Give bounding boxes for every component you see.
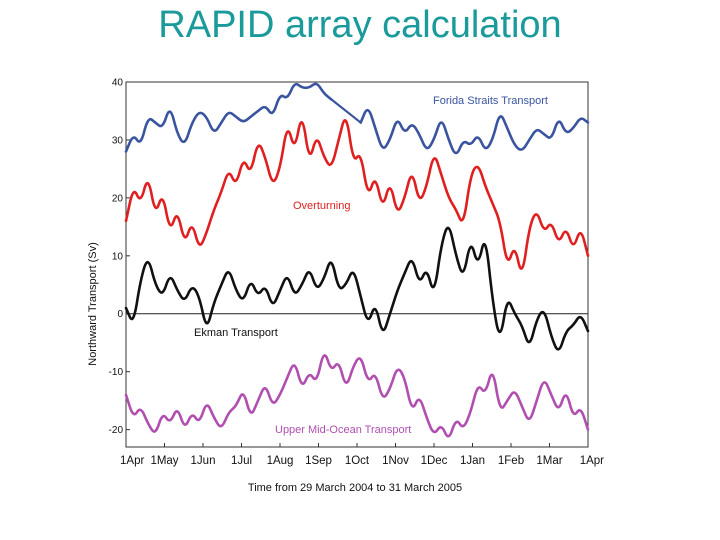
x-tick-label: 1Oct — [345, 455, 370, 467]
y-tick-label: 30 — [112, 135, 124, 146]
y-axis-label: Northward Transport (Sv) — [87, 242, 99, 365]
y-tick-label: -20 — [109, 425, 124, 436]
x-axis-ticks: 1Apr 1May 1Jun 1Jul 1Aug 1Sep 1Oct 1Nov 1Dec 1Jan… — [120, 443, 604, 467]
series-label-florida-straits: Forida Straits Transport — [433, 95, 548, 107]
y-tick-label: 40 — [112, 78, 124, 89]
x-axis-label: Time from 29 March 2004 to 31 March 2005 — [248, 482, 462, 494]
series-label-ekman: Ekman Transport — [194, 327, 278, 339]
x-tick-label: 1Apr — [580, 455, 604, 467]
y-axis-ticks: 40 30 20 10 0 -10 -20 — [109, 78, 130, 436]
y-tick-label: 10 — [112, 251, 124, 262]
x-tick-label: 1Jan — [460, 455, 485, 467]
x-tick-label: 1Jul — [231, 455, 252, 467]
series-line-upper-mid-ocean-transport — [124, 354, 590, 438]
series-line-forida-straits-transport — [124, 82, 333, 153]
series-layer — [124, 82, 590, 438]
series-line-overturning — [124, 119, 590, 270]
y-tick-label: -10 — [109, 367, 124, 378]
x-tick-label: 1Nov — [382, 455, 409, 467]
series-line-forida-straits-transport — [359, 108, 590, 155]
x-tick-label: 1Dec — [421, 455, 448, 467]
x-tick-label: 1Apr — [120, 455, 144, 467]
x-tick-label: 1Mar — [536, 455, 562, 467]
slide-title: RAPID array calculation — [158, 4, 562, 46]
series-gap-connector-forida-straits-transport — [330, 98, 362, 124]
y-tick-label: 20 — [112, 193, 124, 204]
series-label-overturning: Overturning — [293, 200, 350, 212]
y-tick-label: 0 — [117, 309, 123, 320]
series-line-ekman-transport — [124, 226, 590, 351]
x-tick-label: 1May — [150, 455, 178, 467]
series-label-upper-mid-ocean: Upper Mid-Ocean Transport — [275, 424, 411, 436]
x-tick-label: 1Feb — [498, 455, 524, 467]
x-tick-label: 1Aug — [267, 455, 294, 467]
x-tick-label: 1Sep — [305, 455, 332, 467]
x-tick-label: 1Jun — [191, 455, 216, 467]
